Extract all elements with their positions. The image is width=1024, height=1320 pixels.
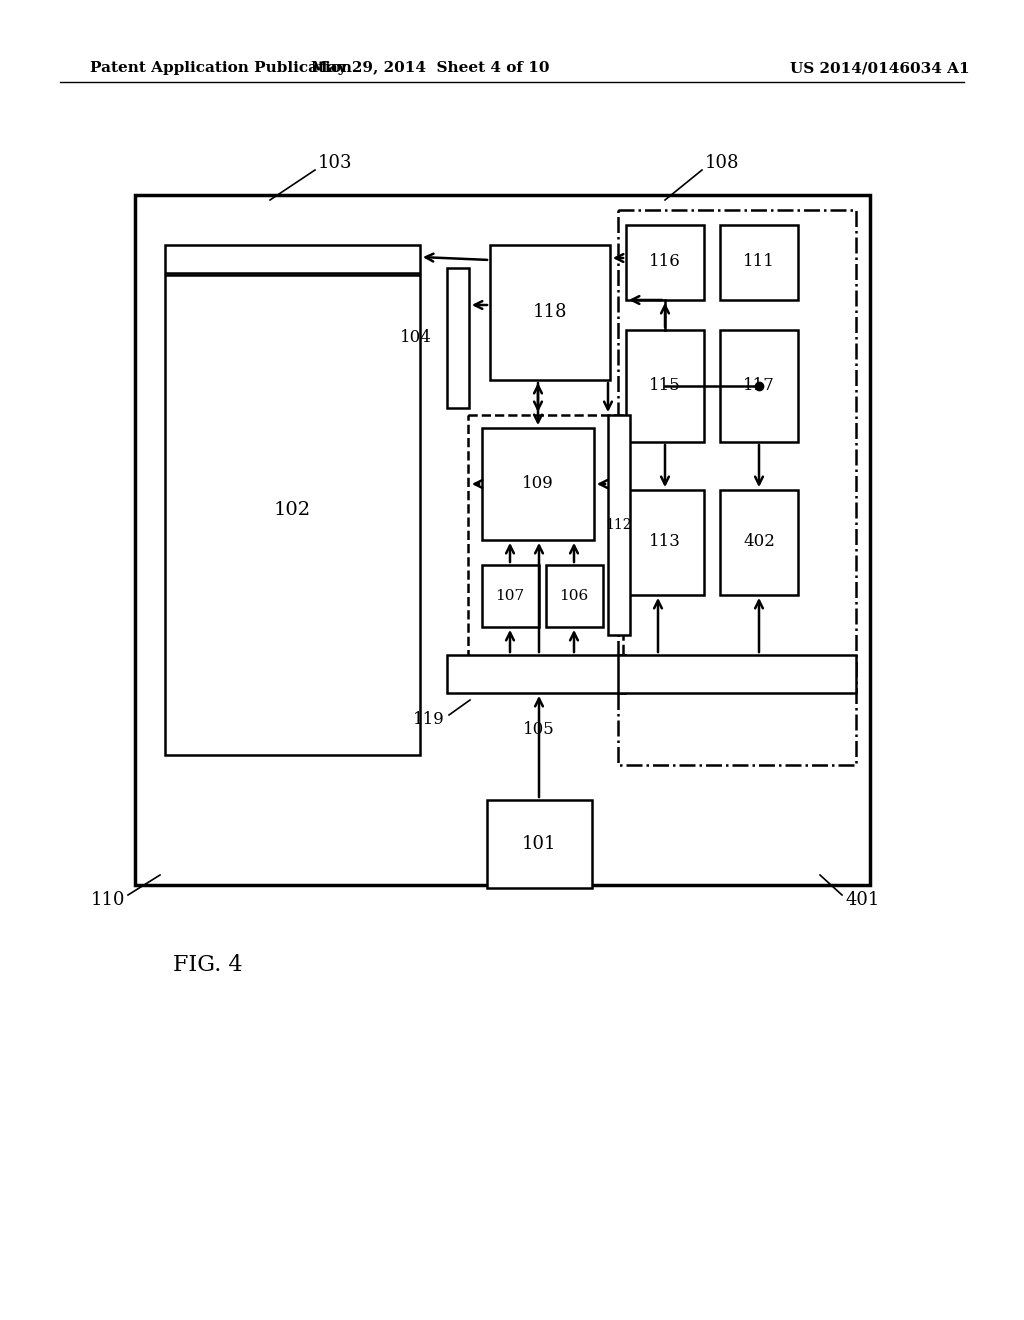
Bar — [626, 490, 705, 595]
Bar — [482, 565, 539, 627]
Text: 106: 106 — [559, 589, 589, 603]
Bar — [165, 275, 420, 755]
Text: Patent Application Publication: Patent Application Publication — [90, 61, 352, 75]
Text: 107: 107 — [496, 589, 524, 603]
Text: 102: 102 — [273, 502, 310, 519]
Text: FIG. 4: FIG. 4 — [173, 954, 243, 975]
Text: 109: 109 — [522, 475, 554, 492]
Text: 108: 108 — [705, 154, 739, 172]
Text: May 29, 2014  Sheet 4 of 10: May 29, 2014 Sheet 4 of 10 — [310, 61, 549, 75]
Bar — [468, 414, 623, 680]
Text: 112: 112 — [606, 517, 632, 532]
Text: 103: 103 — [318, 154, 352, 172]
Text: 105: 105 — [523, 722, 555, 738]
Text: 117: 117 — [743, 378, 775, 395]
Bar — [720, 224, 798, 300]
Bar — [626, 224, 705, 300]
Text: 104: 104 — [400, 330, 432, 346]
Bar — [608, 414, 630, 635]
Bar — [490, 246, 610, 380]
Bar — [447, 655, 625, 693]
Text: 116: 116 — [649, 253, 681, 271]
Bar — [546, 565, 603, 627]
Bar — [447, 268, 469, 408]
Bar — [482, 428, 594, 540]
Text: 119: 119 — [414, 711, 445, 729]
Text: 113: 113 — [649, 533, 681, 550]
Bar — [487, 800, 592, 888]
Bar — [626, 330, 705, 442]
Bar — [618, 210, 856, 766]
Bar — [720, 330, 798, 442]
Bar — [618, 655, 856, 693]
Bar — [720, 490, 798, 595]
Text: 401: 401 — [845, 891, 880, 909]
Text: US 2014/0146034 A1: US 2014/0146034 A1 — [790, 61, 970, 75]
Text: 101: 101 — [522, 836, 556, 853]
Text: 402: 402 — [743, 533, 775, 550]
Text: 118: 118 — [532, 304, 567, 321]
Bar — [135, 195, 870, 884]
Text: 111: 111 — [743, 253, 775, 271]
Bar — [165, 246, 420, 273]
Text: 110: 110 — [90, 891, 125, 909]
Text: 115: 115 — [649, 378, 681, 395]
